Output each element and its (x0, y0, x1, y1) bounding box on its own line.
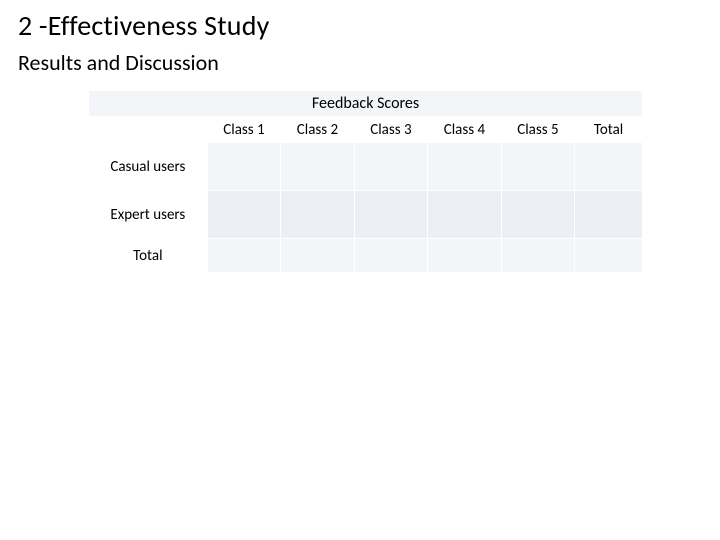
slide: 2 -Effectiveness Study Results and Discu… (0, 0, 720, 540)
cell (575, 191, 643, 239)
cell (501, 143, 574, 191)
col-header-total: Total (575, 117, 643, 143)
col-header-class1: Class 1 (207, 117, 280, 143)
col-header-class5: Class 5 (501, 117, 574, 143)
table-row: Expert users (89, 191, 643, 239)
col-header-class4: Class 4 (428, 117, 501, 143)
cell (575, 143, 643, 191)
cell (428, 191, 501, 239)
cell (281, 239, 354, 273)
row-label-expert: Expert users (89, 191, 208, 239)
table-title-row: Feedback Scores (89, 91, 643, 117)
table-title: Feedback Scores (89, 91, 643, 117)
cell (428, 239, 501, 273)
table-row: Total (89, 239, 643, 273)
cell (281, 191, 354, 239)
col-header-class2: Class 2 (281, 117, 354, 143)
cell (428, 143, 501, 191)
table-row: Casual users (89, 143, 643, 191)
cell (501, 239, 574, 273)
cell (354, 143, 427, 191)
cell (354, 239, 427, 273)
cell (575, 239, 643, 273)
table-corner-cell (89, 117, 208, 143)
cell (207, 143, 280, 191)
cell (207, 239, 280, 273)
page-subtitle: Results and Discussion (18, 49, 702, 76)
cell (207, 191, 280, 239)
table-column-header-row: Class 1 Class 2 Class 3 Class 4 Class 5 … (89, 117, 643, 143)
row-label-casual: Casual users (89, 143, 208, 191)
cell (281, 143, 354, 191)
row-label-total: Total (89, 239, 208, 273)
cell (501, 191, 574, 239)
feedback-table: Feedback Scores Class 1 Class 2 Class 3 … (88, 90, 643, 273)
col-header-class3: Class 3 (354, 117, 427, 143)
feedback-table-container: Feedback Scores Class 1 Class 2 Class 3 … (88, 90, 643, 273)
cell (354, 191, 427, 239)
page-title: 2 -Effectiveness Study (18, 8, 702, 43)
